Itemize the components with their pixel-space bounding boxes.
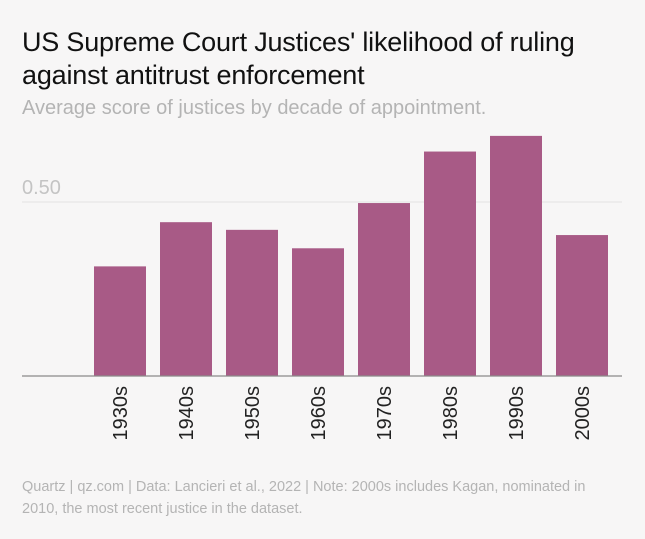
x-tick-label-1950s: 1950s (242, 386, 264, 441)
bar-chart: 0.50 1930s 1940s 1950s 1960s 1970s 1980s 1990s… (22, 135, 622, 441)
x-tick-labels: 1930s 1940s 1950s 1960s 1970s 1980s 1990s 2000s (110, 386, 594, 441)
chart-title: US Supreme Court Justices' likelihood of… (22, 27, 575, 90)
bar-1950s (226, 229, 278, 376)
y-tick-label: 0.50 (22, 177, 61, 199)
bar-2000s (556, 235, 608, 376)
bar-1960s (292, 248, 344, 376)
bar-1930s (94, 266, 146, 376)
bar-1980s (424, 151, 476, 376)
x-tick-label-1990s: 1990s (506, 386, 528, 441)
x-tick-label-1940s: 1940s (176, 386, 198, 441)
x-tick-label-1980s: 1980s (440, 386, 462, 441)
bar-1990s (490, 135, 542, 376)
x-tick-label-2000s: 2000s (572, 386, 594, 441)
source-note: Quartz | qz.com | Data: Lancieri et al.,… (22, 479, 586, 517)
x-tick-label-1930s: 1930s (110, 386, 132, 441)
x-tick-label-1970s: 1970s (374, 386, 396, 441)
bars (94, 135, 608, 376)
bar-1970s (358, 203, 410, 376)
bar-1940s (160, 222, 212, 376)
chart-subtitle: Average score of justices by decade of a… (22, 97, 487, 119)
y-tick-labels: 0.50 (22, 177, 61, 199)
x-tick-label-1960s: 1960s (308, 386, 330, 441)
